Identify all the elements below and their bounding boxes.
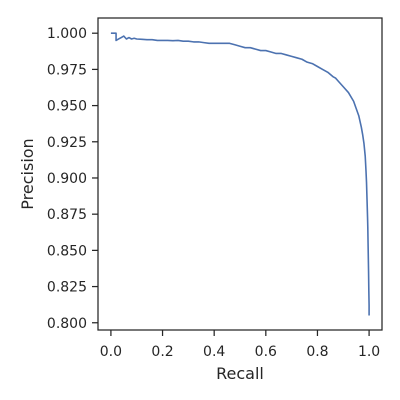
y-tick-label: 0.925 [47, 135, 87, 151]
x-tick-label: 0.0 [100, 344, 122, 360]
y-axis-label: Precision [18, 138, 37, 209]
y-tick-label: 0.875 [47, 207, 87, 223]
y-tick-label: 0.825 [47, 280, 87, 296]
y-tick-label: 0.950 [47, 99, 87, 115]
x-tick-label: 0.2 [151, 344, 173, 360]
y-tick-label: 0.800 [47, 316, 87, 332]
x-tick-label: 1.0 [358, 344, 380, 360]
precision-recall-curve [110, 32, 370, 316]
x-axis: 0.0 0.2 0.4 0.6 0.8 1.0 [100, 330, 380, 360]
x-tick-label: 0.4 [203, 344, 225, 360]
y-axis: 0.800 0.825 0.850 0.875 0.900 0.925 0.950 0.975… [47, 26, 98, 332]
plot-frame [97, 17, 383, 331]
x-axis-label: Recall [216, 364, 264, 383]
x-tick-label: 0.6 [255, 344, 277, 360]
x-tick-label: 0.8 [306, 344, 328, 360]
y-tick-label: 0.850 [47, 243, 87, 259]
y-tick-label: 1.000 [47, 26, 87, 42]
y-tick-label: 0.900 [47, 171, 87, 187]
y-tick-label: 0.975 [47, 62, 87, 78]
